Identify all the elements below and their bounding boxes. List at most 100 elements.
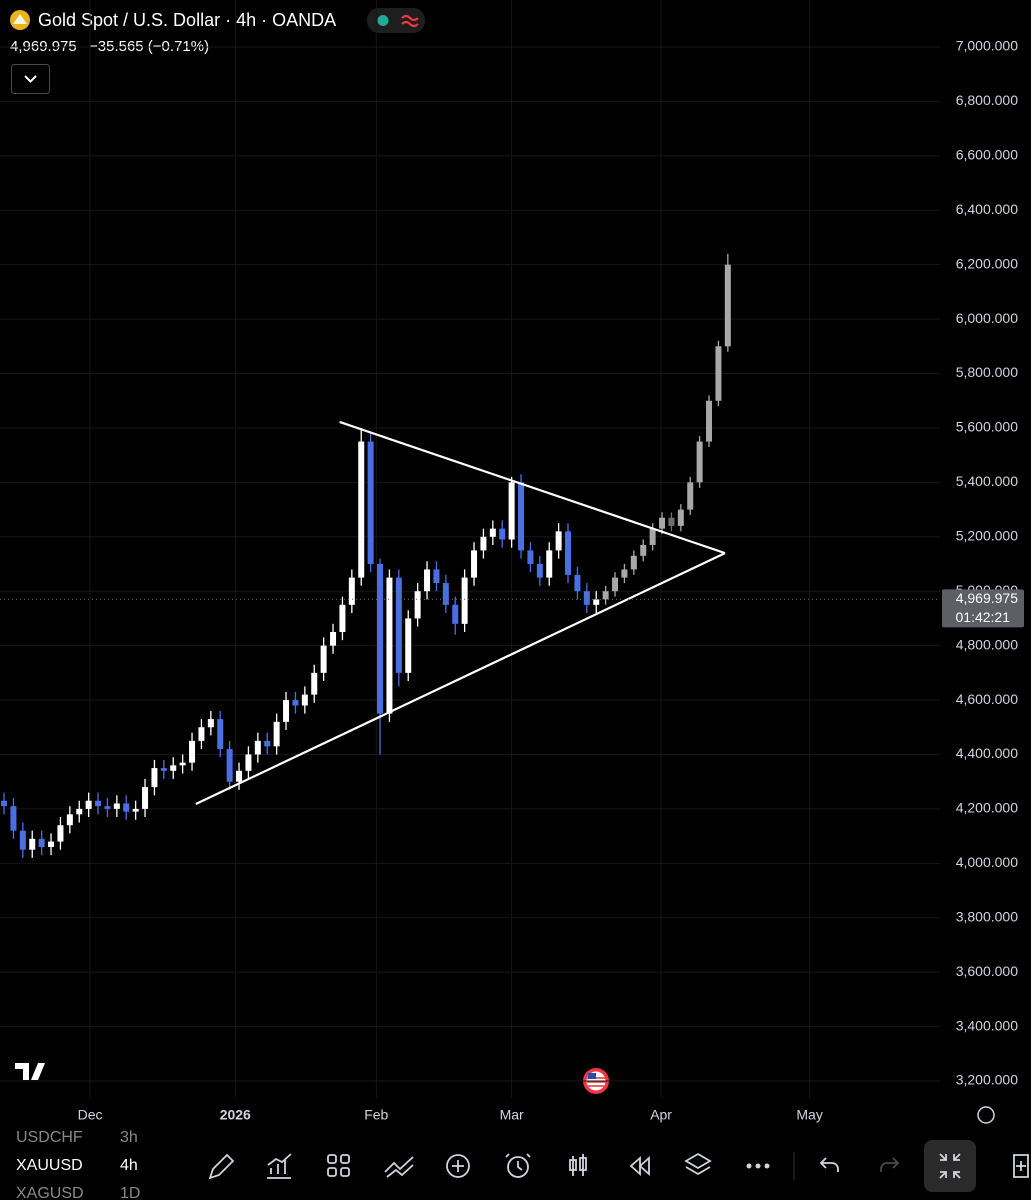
candle-body — [518, 482, 525, 551]
compare-icon[interactable] — [384, 1156, 414, 1178]
candle-body — [142, 787, 149, 809]
alert-icon[interactable] — [507, 1156, 529, 1178]
redo-icon[interactable] — [880, 1157, 900, 1172]
toolbar-interval: 1D — [120, 1185, 140, 1200]
candle-body — [715, 346, 722, 401]
layouts-icon[interactable] — [327, 1154, 350, 1177]
candle-body — [461, 577, 468, 624]
x-tick-label: 2026 — [220, 1107, 251, 1123]
candle-body — [198, 727, 205, 741]
candle-body — [254, 740, 261, 755]
candle-body — [565, 531, 572, 575]
candle-body — [499, 528, 506, 540]
header-change: −35.565 (−0.71%) — [89, 38, 209, 55]
x-tick-label: Dec — [78, 1107, 103, 1123]
candle-body — [95, 800, 102, 807]
x-tick-label: Mar — [500, 1107, 524, 1123]
chart-type-icon[interactable] — [569, 1154, 587, 1176]
symbol-icon-mark — [13, 14, 27, 24]
watchlist-add-icon[interactable] — [1013, 1154, 1029, 1178]
status-pill[interactable] — [367, 8, 425, 33]
candle-body — [320, 645, 327, 673]
candle-body — [292, 700, 299, 706]
add-icon[interactable] — [446, 1154, 470, 1178]
candle-body — [10, 806, 17, 831]
candle-body — [377, 564, 384, 714]
y-tick-label: 3,200.000 — [956, 1072, 1018, 1088]
candle-body — [339, 604, 346, 633]
candle-body — [480, 536, 487, 551]
candle-body — [442, 583, 449, 605]
candle-body — [330, 632, 337, 646]
trendline — [195, 552, 726, 805]
tv-logo — [15, 1063, 45, 1080]
y-tick-label: 4,400.000 — [956, 745, 1018, 761]
brush-icon[interactable] — [208, 1153, 235, 1180]
candle-body — [48, 841, 55, 847]
y-tick-label: 4,600.000 — [956, 691, 1018, 707]
toolbar-symbol[interactable]: XAGUSD — [16, 1185, 84, 1200]
toolbar-symbol[interactable]: XAUUSD — [16, 1157, 83, 1174]
candle-body — [395, 577, 402, 673]
candle-body — [358, 441, 365, 578]
settings-icon[interactable] — [977, 1106, 995, 1124]
candle-body — [348, 577, 355, 605]
replay-icon[interactable] — [629, 1155, 650, 1177]
more-icon[interactable] — [746, 1163, 770, 1169]
y-tick-label: 6,000.000 — [956, 310, 1018, 326]
x-tick-label: Apr — [650, 1107, 672, 1123]
symbol-title: Gold Spot / U.S. Dollar · 4h · OANDA — [38, 10, 336, 30]
y-tick-label: 5,400.000 — [956, 473, 1018, 489]
candle-body — [612, 577, 619, 592]
toolbar-symbol[interactable]: USDCHF — [16, 1129, 83, 1146]
candle-body — [283, 700, 290, 722]
toolbar: USDCHF 3h XAUUSD 4h XAGUSD 1D — [0, 1129, 1031, 1200]
objects-icon[interactable] — [684, 1152, 712, 1176]
candle-body — [367, 441, 374, 564]
candle-body — [508, 482, 515, 540]
candle-body — [527, 550, 534, 564]
candle-body — [38, 838, 45, 847]
toolbar-interval: 4h — [120, 1157, 138, 1174]
indicators-icon[interactable] — [267, 1153, 292, 1179]
undo-icon[interactable] — [819, 1157, 839, 1172]
candle-body — [574, 574, 581, 592]
candle-body — [217, 719, 224, 750]
candle-body — [452, 604, 459, 624]
candle-body — [113, 803, 120, 809]
candle-body — [724, 264, 731, 347]
header-price: 4,969.975 — [10, 38, 77, 55]
candle-body — [471, 550, 478, 578]
candle-body — [66, 814, 73, 826]
y-tick-label: 5,600.000 — [956, 419, 1018, 435]
y-tick-label: 3,400.000 — [956, 1017, 1018, 1033]
toolbar-interval: 3h — [120, 1129, 138, 1146]
candle-body — [593, 599, 600, 605]
last-price-label: 4,969.975 — [956, 590, 1018, 606]
alert-icon-hands — [505, 1153, 531, 1171]
y-tick-label: 4,000.000 — [956, 854, 1018, 870]
candle-body — [386, 577, 393, 714]
candle-body — [433, 569, 440, 584]
candle-body — [583, 591, 590, 605]
fullscreen-icon — [939, 1153, 961, 1179]
candle-body — [649, 528, 656, 545]
candle-body — [706, 400, 713, 442]
candle-body — [659, 517, 666, 529]
candle-body — [555, 531, 562, 551]
y-tick-label: 6,600.000 — [956, 147, 1018, 163]
candle-body — [236, 770, 243, 782]
candle-body — [207, 719, 214, 728]
add-icon-plus — [452, 1160, 464, 1172]
candle-body — [696, 441, 703, 483]
candle-body — [687, 482, 694, 510]
candle-body — [414, 591, 421, 619]
market-open-dot — [377, 15, 389, 26]
fullscreen-button[interactable] — [924, 1140, 976, 1192]
candle-body — [677, 509, 684, 526]
candle-body — [621, 569, 628, 578]
candle-body — [151, 768, 158, 788]
collapse-button[interactable] — [11, 64, 50, 94]
y-tick-label: 7,000.000 — [956, 38, 1018, 54]
